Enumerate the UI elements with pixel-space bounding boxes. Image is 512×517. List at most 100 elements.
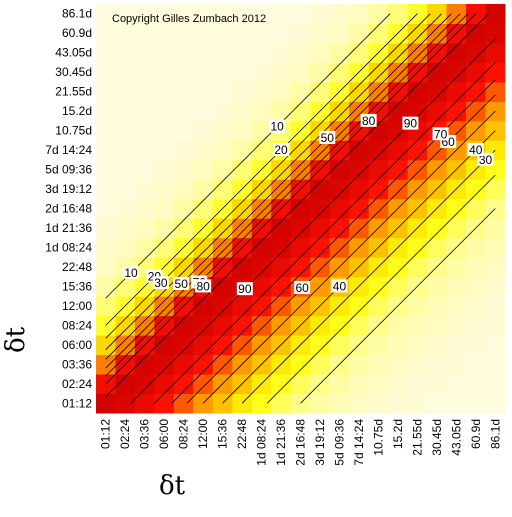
cell xyxy=(232,23,253,44)
cell xyxy=(427,218,448,239)
cell xyxy=(290,62,311,83)
cell xyxy=(368,276,389,297)
cell xyxy=(134,354,155,375)
cell xyxy=(96,218,116,239)
cell xyxy=(115,4,136,24)
cell xyxy=(310,23,331,44)
y-tick-label: 10.75d xyxy=(55,124,92,138)
cell xyxy=(212,354,233,375)
cell xyxy=(446,4,467,24)
cell xyxy=(134,120,155,141)
cell xyxy=(212,179,233,200)
cell xyxy=(115,140,136,161)
cell xyxy=(446,218,467,239)
cell xyxy=(115,101,136,122)
cell xyxy=(134,159,155,180)
cell xyxy=(96,276,116,297)
cell xyxy=(446,198,467,219)
cell xyxy=(212,296,233,317)
cell xyxy=(271,101,292,122)
y-tick-label: 3d 19:12 xyxy=(45,182,92,196)
cell xyxy=(290,101,311,122)
cell xyxy=(310,335,331,356)
cell xyxy=(115,81,136,102)
cell xyxy=(329,237,350,258)
cell xyxy=(290,23,311,44)
cell xyxy=(154,159,175,180)
cell xyxy=(232,140,253,161)
contour-label: 30 xyxy=(479,153,493,167)
cell xyxy=(271,4,292,24)
cell xyxy=(466,393,487,414)
cell xyxy=(96,335,116,356)
cell xyxy=(173,393,194,414)
cell xyxy=(173,354,194,375)
cell xyxy=(310,393,331,414)
cell xyxy=(173,23,194,44)
x-tick-label: 1d 21:36 xyxy=(274,419,288,466)
cell xyxy=(485,335,506,356)
cell xyxy=(466,198,487,219)
cell xyxy=(388,179,409,200)
x-tick-label: 7d 14:24 xyxy=(352,419,366,466)
cell xyxy=(310,62,331,83)
cell xyxy=(173,257,194,278)
cell xyxy=(251,101,272,122)
cell xyxy=(388,393,409,414)
cell xyxy=(232,198,253,219)
cell xyxy=(154,62,175,83)
y-tick-label: 5d 09:36 xyxy=(45,163,92,177)
cell xyxy=(271,393,292,414)
cell xyxy=(388,62,409,83)
contour-label: 10 xyxy=(270,120,284,134)
cell xyxy=(446,81,467,102)
cell xyxy=(446,42,467,63)
cell xyxy=(349,374,370,395)
contour-label: 90 xyxy=(404,117,418,131)
cell xyxy=(485,81,506,102)
cell xyxy=(446,315,467,336)
cell xyxy=(329,4,350,24)
cell xyxy=(193,296,214,317)
cell xyxy=(466,374,487,395)
cell xyxy=(212,23,233,44)
cell xyxy=(96,257,116,278)
cell xyxy=(427,276,448,297)
cell xyxy=(271,179,292,200)
contour-label-bg xyxy=(331,279,348,293)
y-tick-label: 02:24 xyxy=(62,377,92,391)
cell xyxy=(134,315,155,336)
contour-line xyxy=(105,13,496,404)
cell xyxy=(96,101,116,122)
cell xyxy=(388,140,409,161)
cell xyxy=(446,354,467,375)
cell xyxy=(329,159,350,180)
cell xyxy=(271,374,292,395)
y-tick-label: 01:12 xyxy=(62,396,92,410)
cell xyxy=(427,81,448,102)
contour-label-bg xyxy=(123,265,140,279)
cell xyxy=(115,42,136,63)
cell xyxy=(427,335,448,356)
cell xyxy=(96,393,116,414)
cell xyxy=(271,81,292,102)
cell xyxy=(232,296,253,317)
cell xyxy=(485,179,506,200)
cell xyxy=(173,81,194,102)
cell xyxy=(134,198,155,219)
x-tick-label: 1d 08:24 xyxy=(255,419,269,466)
cell xyxy=(193,81,214,102)
cell xyxy=(427,374,448,395)
cell xyxy=(290,237,311,258)
cell xyxy=(485,218,506,239)
cell xyxy=(329,198,350,219)
y-tick-label: 15.2d xyxy=(62,104,92,118)
cell xyxy=(446,374,467,395)
cell xyxy=(96,140,116,161)
cell xyxy=(115,335,136,356)
y-tick-label: 7d 14:24 xyxy=(45,143,92,157)
cell xyxy=(212,276,233,297)
cell xyxy=(310,179,331,200)
cell xyxy=(193,140,214,161)
cell xyxy=(427,101,448,122)
